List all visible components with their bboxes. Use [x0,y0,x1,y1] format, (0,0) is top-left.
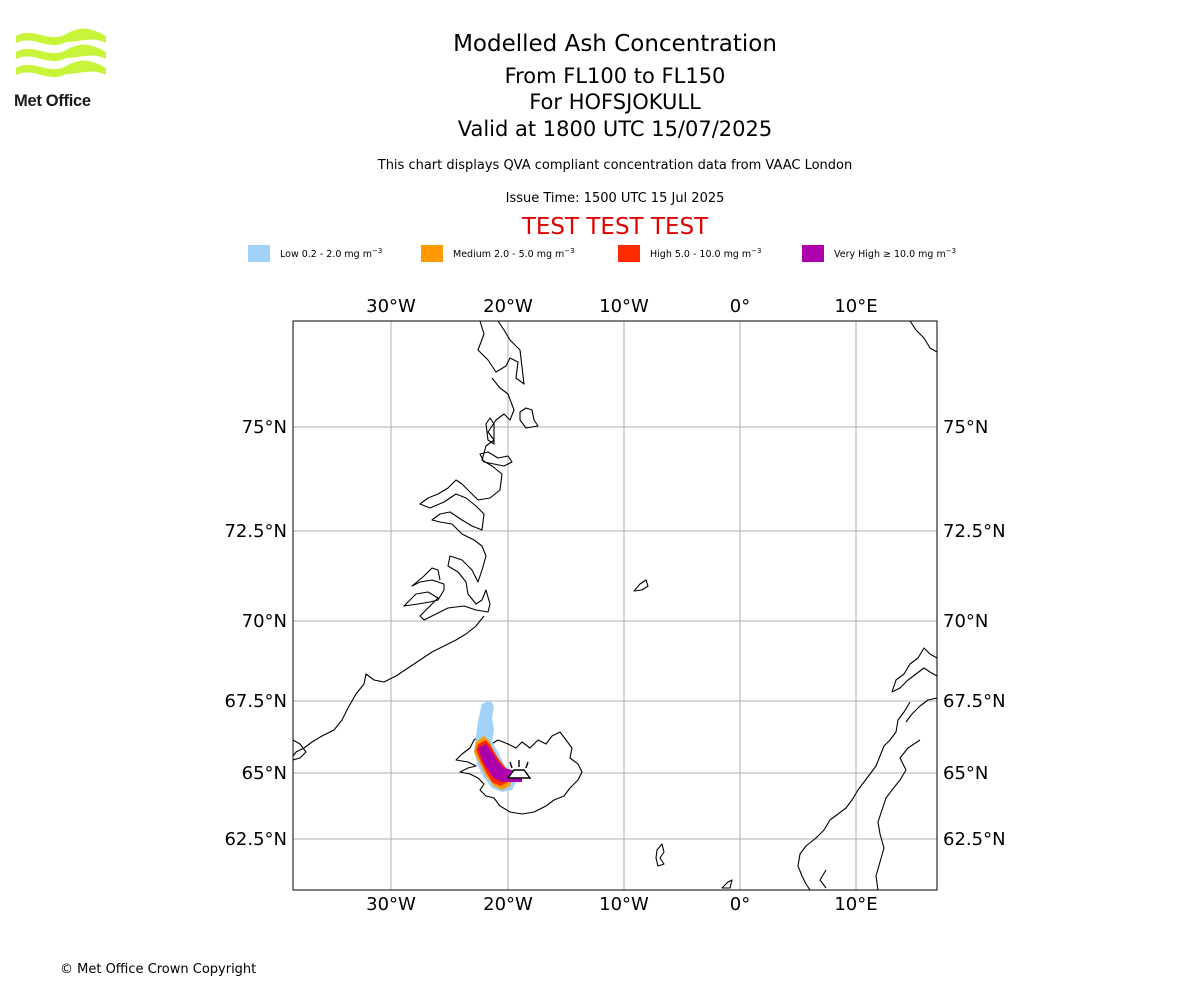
lon-label-top-20w: 20°W [483,296,533,317]
lat-label-right-62-5n: 62.5°N [943,829,1006,850]
logo-wordmark: Met Office [14,92,91,110]
lat-label-left-67-5n: 67.5°N [224,691,287,712]
legend-swatch-very-high [802,245,824,262]
met-office-waves-icon [16,28,106,78]
legend-label-low: Low 0.2 - 2.0 mg m [280,249,372,261]
volcano-name: For HOFSJOKULL [529,90,701,114]
iceland-coast [455,731,583,815]
lat-labels-right: 75°N 72.5°N 70°N 67.5°N 65°N 62.5°N [943,417,1006,850]
greenland-fragment-3 [479,451,513,467]
lat-label-left-75n: 75°N [242,417,287,438]
lat-label-left-65n: 65°N [242,763,287,784]
lon-label-top-10w: 10°W [599,296,649,317]
lat-label-left-62-5n: 62.5°N [224,829,287,850]
lon-label-bottom-10w: 10°W [599,894,649,915]
met-office-logo: Met Office [14,28,114,114]
lon-label-bottom-10e: 10°E [834,894,877,915]
map-frame [292,320,938,891]
lon-label-top-30w: 30°W [366,296,416,317]
lat-label-right-67-5n: 67.5°N [943,691,1006,712]
ash-plume [474,700,522,792]
lon-labels-top: 30°W 20°W 10°W 0° 10°E [366,296,877,317]
lon-label-bottom-30w: 30°W [366,894,416,915]
lat-labels-left: 75°N 72.5°N 70°N 67.5°N 65°N 62.5°N [224,417,287,850]
volcano-marker-icon [506,760,532,779]
source-note: This chart displays QVA compliant concen… [377,158,853,173]
legend-label-high: High 5.0 - 10.0 mg m [650,249,752,261]
lat-label-left-70n: 70°N [242,611,287,632]
legend-swatch-medium [421,245,443,262]
valid-time: Valid at 1800 UTC 15/07/2025 [457,117,773,141]
jan-mayen-coast [633,579,649,592]
test-banner: TEST TEST TEST [521,214,709,240]
lat-label-right-70n: 70°N [943,611,988,632]
lat-label-right-65n: 65°N [943,763,988,784]
lat-label-right-75n: 75°N [943,417,988,438]
ash-very-high [478,744,522,782]
legend-swatch-high [618,245,640,262]
flight-levels: From FL100 to FL150 [504,64,726,88]
lon-label-bottom-20w: 20°W [483,894,533,915]
issue-time: Issue Time: 1500 UTC 15 Jul 2025 [505,191,725,206]
greenland-fragment [519,407,539,429]
greenland-coast [293,321,525,761]
faroe-islands-coast [655,843,665,867]
coastlines [293,321,937,890]
legend-label-medium: Medium 2.0 - 5.0 mg m [453,249,565,261]
lon-label-top-10e: 10°E [834,296,877,317]
shetland-coast [721,879,733,889]
greenland-fragment-2 [485,417,495,445]
lat-label-left-72-5n: 72.5°N [224,521,287,542]
lon-label-top-0: 0° [730,296,750,317]
map-gridlines [293,321,937,890]
copyright-notice: © Met Office Crown Copyright [60,962,257,977]
lon-labels-bottom: 30°W 20°W 10°W 0° 10°E [366,894,877,915]
lat-label-right-72-5n: 72.5°N [943,521,1006,542]
legend-swatch-low [248,245,270,262]
legend-label-very-high: Very High ≥ 10.0 mg m [834,249,946,261]
norway-coast [797,647,937,890]
svalbard-edge [909,321,937,353]
chart-title: Modelled Ash Concentration [453,31,777,57]
lon-label-bottom-0: 0° [730,894,750,915]
